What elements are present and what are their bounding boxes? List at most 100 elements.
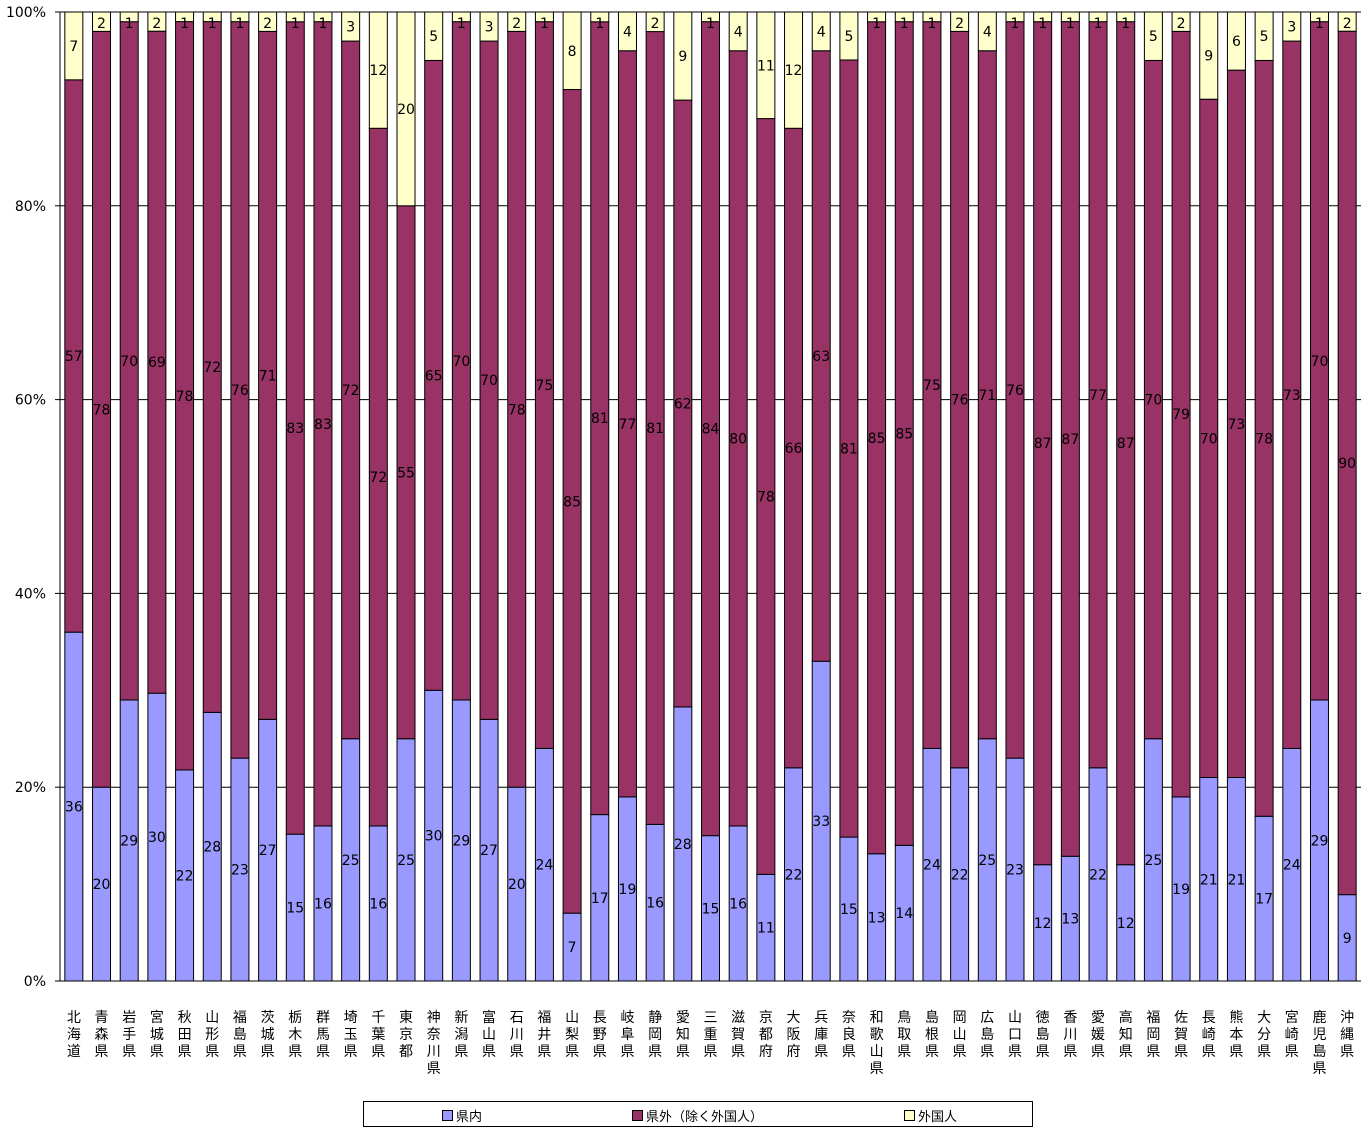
data-label: 24 [923,858,941,874]
x-category-label: 沖縄県 [1340,1010,1354,1060]
legend-swatch-kengai [632,1110,643,1121]
data-label: 80 [729,431,747,447]
data-label: 22 [1089,867,1107,883]
bar-segment [230,11,250,23]
data-label: 2 [152,16,161,32]
bar-segment [673,11,693,101]
bar-segment [1088,11,1108,23]
data-label: 16 [729,896,747,912]
bar-segment [313,11,333,23]
bar-segment [562,11,582,91]
bar-segment [1337,11,1357,32]
data-label: 12 [369,63,387,79]
x-category-label: 愛媛県 [1091,1010,1105,1060]
data-label: 83 [286,421,304,437]
x-category-label: 熊本県 [1229,1010,1243,1060]
data-label: 1 [1121,16,1130,32]
x-category-label: 青森県 [95,1010,109,1060]
x-category-label: 岐阜県 [620,1010,634,1060]
data-label: 9 [1343,931,1352,947]
x-category-label: 茨城県 [261,1010,275,1060]
data-label: 70 [1144,393,1162,409]
data-label: 11 [757,921,775,937]
bar-segment [368,11,388,129]
legend-swatch-kennai [442,1110,453,1121]
x-category-label: 富山県 [482,1009,496,1060]
x-category-label: 鳥取県 [897,1010,911,1060]
data-label: 27 [480,843,498,859]
bar-segment [119,11,139,23]
data-label: 79 [1172,407,1190,423]
data-label: 83 [314,417,332,433]
legend-swatch-gaikokujin [904,1110,915,1121]
data-label: 4 [623,24,632,40]
data-label: 90 [1338,456,1356,472]
bar-segment [784,11,804,129]
data-label: 71 [259,368,277,384]
data-label: 70 [120,354,138,370]
bar-segment [1143,11,1163,61]
bar-segment [701,11,720,23]
data-label: 81 [646,421,664,437]
data-label: 2 [1343,16,1352,32]
data-label: 69 [148,355,166,371]
bar-segment [1199,11,1219,100]
data-label: 13 [868,910,886,926]
bar-segment [451,11,471,23]
data-label: 25 [1144,853,1162,869]
x-category-label: 福島県 [233,1010,247,1060]
data-label: 28 [674,837,692,853]
data-label: 76 [231,383,249,399]
data-label: 5 [1260,29,1269,45]
x-category-label: 滋賀県 [731,1010,745,1060]
data-label: 72 [369,470,387,486]
legend-label-kennai: 県内 [456,1110,483,1125]
data-label: 9 [1204,49,1213,65]
legend: 県内 県外（除く外国人） 外国人 [363,1101,1033,1127]
data-label: 1 [872,16,881,32]
data-label: 29 [120,833,138,849]
data-label: 12 [785,63,803,79]
data-label: 2 [651,16,660,32]
data-label: 87 [1034,436,1052,452]
data-label: 72 [342,383,360,399]
data-label: 21 [1200,872,1218,888]
bar-segment [617,11,637,52]
data-label: 15 [702,901,720,917]
legend-item-kengai: 県外（除く外国人） [632,1106,763,1125]
axes [55,11,1361,982]
bar-segment [1005,11,1025,23]
data-label: 9 [678,49,687,65]
x-category-label: 静岡県 [648,1010,662,1060]
x-category-label: 長野県 [593,1010,607,1060]
data-label: 71 [978,388,996,404]
data-label: 27 [259,843,277,859]
data-label: 29 [1311,833,1329,849]
data-label: 1 [900,16,909,32]
data-label: 24 [1283,858,1301,874]
data-label: 1 [1066,16,1075,32]
bar-segment [590,11,610,23]
data-label: 77 [619,417,637,433]
data-label: 19 [1172,882,1190,898]
data-label: 2 [263,16,272,32]
data-label: 5 [429,29,438,45]
bar-segment [1309,11,1329,23]
data-label: 22 [785,867,803,883]
bar-segment [147,11,167,32]
data-label: 3 [1287,20,1296,36]
data-label: 77 [1089,388,1107,404]
x-category-label: 山形県 [205,1010,219,1060]
data-label: 70 [480,373,498,389]
data-label: 16 [369,896,387,912]
data-label: 19 [619,882,637,898]
x-category-label: 和歌山県 [870,1010,884,1077]
legend-item-gaikokujin: 外国人 [904,1106,957,1125]
data-label: 87 [1061,432,1079,448]
x-category-label: 新潟県 [454,1010,468,1060]
data-label: 75 [923,378,941,394]
x-category-labels: 北海道青森県岩手県宮城県秋田県山形県福島県茨城県栃木県群馬県埼玉県千葉県東京都神… [67,1009,1354,1077]
data-label: 25 [397,853,415,869]
data-label: 2 [97,16,106,32]
